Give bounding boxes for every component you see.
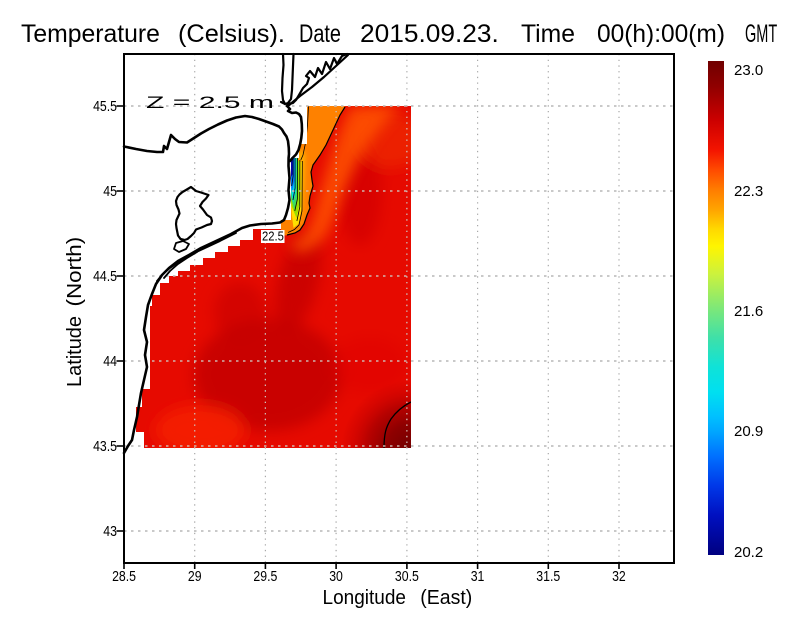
svg-text:Z = 2.5 m: Z = 2.5 m [146, 93, 274, 112]
svg-text:31.5: 31.5 [536, 568, 560, 584]
svg-text:29: 29 [188, 568, 202, 584]
svg-text:00(h):00(m): 00(h):00(m) [597, 21, 725, 48]
svg-text:43.5: 43.5 [93, 438, 117, 454]
svg-text:44: 44 [103, 353, 117, 369]
svg-text:GMT: GMT [745, 21, 777, 48]
svg-text:30: 30 [329, 568, 343, 584]
svg-text:20.2: 20.2 [734, 544, 763, 561]
svg-text:45.5: 45.5 [93, 98, 117, 114]
svg-text:23.0: 23.0 [734, 62, 763, 79]
svg-text:28.5: 28.5 [112, 568, 136, 584]
svg-text:22.3: 22.3 [734, 183, 763, 200]
svg-text:(Celsius).: (Celsius). [178, 20, 285, 48]
svg-text:30.5: 30.5 [395, 568, 419, 584]
svg-text:22.5: 22.5 [262, 229, 284, 244]
svg-text:44.5: 44.5 [93, 268, 117, 284]
svg-text:Date: Date [299, 20, 341, 48]
svg-text:31: 31 [471, 568, 485, 584]
svg-text:2015.09.23.: 2015.09.23. [360, 21, 499, 48]
svg-text:21.6: 21.6 [734, 303, 763, 320]
svg-text:45: 45 [103, 183, 117, 199]
svg-text:(North): (North) [64, 237, 86, 307]
svg-text:Latitude: Latitude [64, 316, 86, 387]
svg-text:(East): (East) [420, 587, 472, 609]
svg-text:29.5: 29.5 [253, 568, 277, 584]
svg-text:Longitude: Longitude [323, 587, 406, 610]
svg-text:Time: Time [521, 21, 575, 48]
svg-text:20.9: 20.9 [734, 423, 763, 440]
svg-text:43: 43 [103, 523, 117, 539]
svg-text:Temperature: Temperature [21, 20, 160, 48]
svg-text:32: 32 [612, 568, 626, 584]
